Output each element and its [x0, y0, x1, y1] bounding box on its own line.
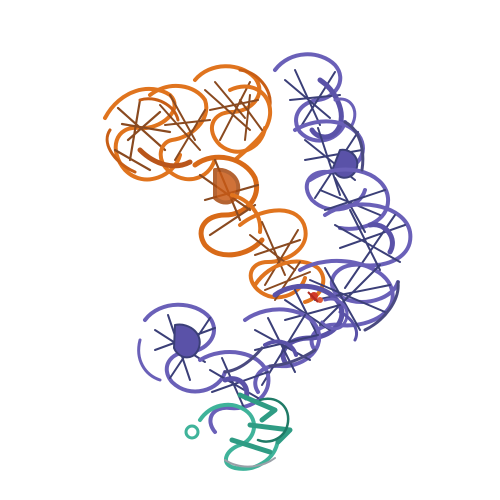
- purple-rna-chain: [137, 52, 413, 434]
- orange-helix-4: [228, 84, 273, 162]
- ligand: [307, 291, 323, 303]
- purple-backbone: [223, 120, 400, 374]
- purple-helix-5: [243, 307, 322, 394]
- purple-helix-6: [137, 302, 227, 394]
- teal-loop: [256, 397, 290, 443]
- teal-sheet: [229, 392, 293, 455]
- teal-helix-end: [184, 424, 200, 440]
- grey-tail: [224, 457, 276, 468]
- orange-rna-chain: [103, 64, 326, 304]
- purple-top-cluster: [273, 52, 357, 143]
- orange-helix-1: [103, 86, 182, 182]
- orange-core: [192, 154, 265, 258]
- teal-protein-chain: [184, 392, 293, 471]
- orange-helix-2: [137, 83, 217, 182]
- purple-helix-7: [198, 350, 271, 434]
